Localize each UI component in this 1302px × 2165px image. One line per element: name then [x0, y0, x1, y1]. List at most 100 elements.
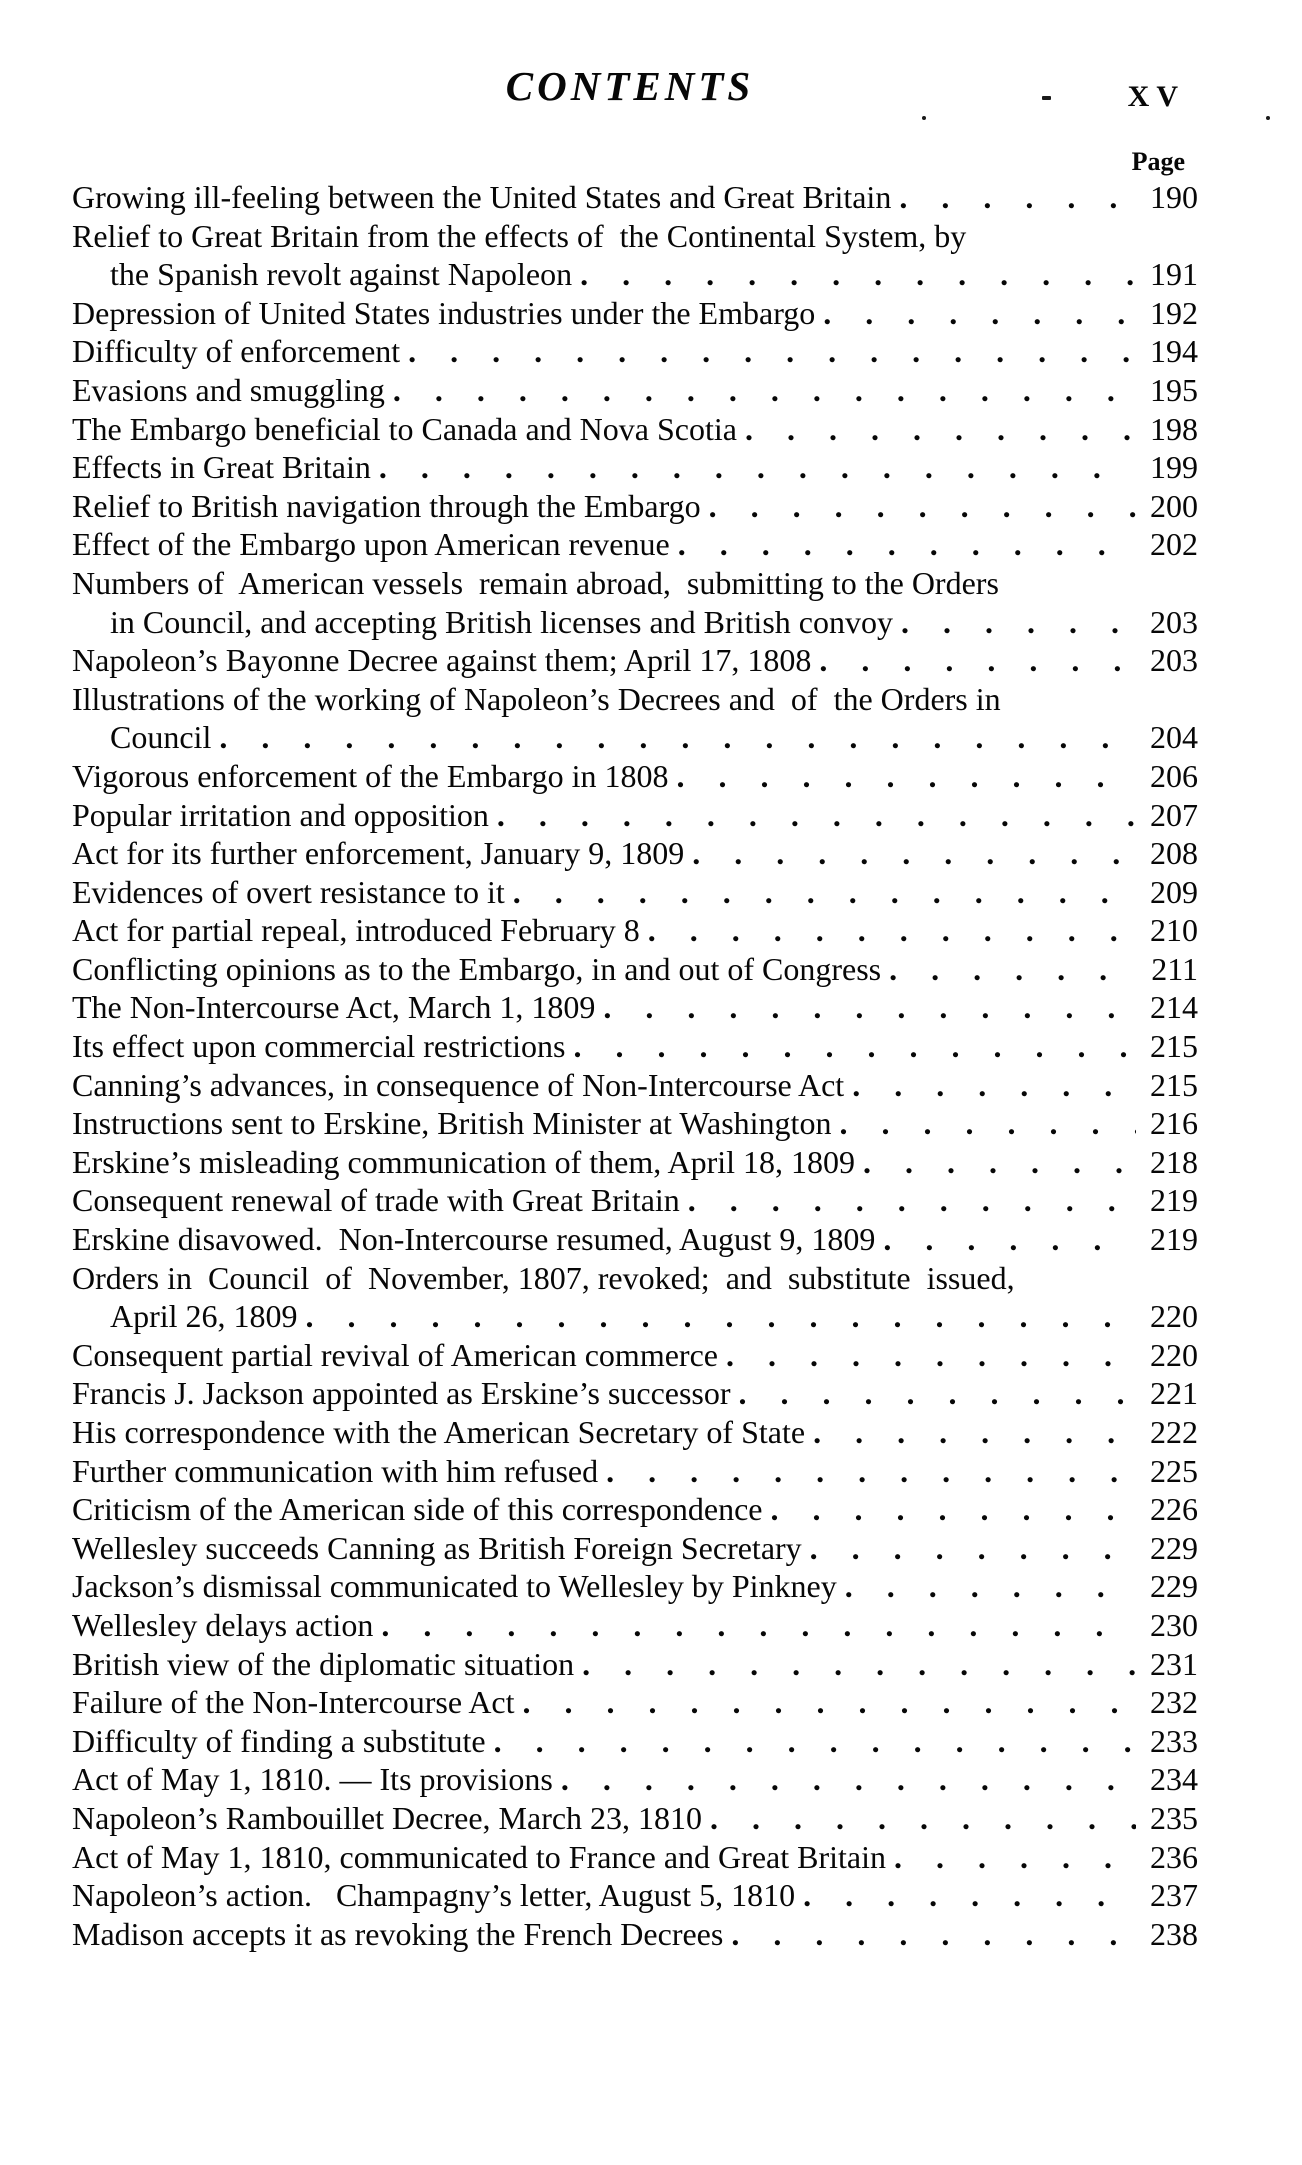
toc-entry-text: Numbers of American vessels remain abroa…: [72, 564, 999, 601]
toc-entry-text: His correspondence with the American Sec…: [72, 1414, 806, 1450]
dot-leader: [678, 525, 1136, 564]
toc-entry-text: Depression of United States industries u…: [72, 294, 816, 331]
toc-entry: Napoleon’s action. Champagny’s letter, A…: [72, 1876, 1198, 1915]
toc-entry: His correspondence with the American Sec…: [72, 1413, 1198, 1452]
toc-entry: Effect of the Embargo upon American reve…: [72, 525, 1198, 564]
toc-entry-text: the Spanish revolt against Napoleon: [110, 256, 573, 293]
toc-entry: Instructions sent to Erskine, British Mi…: [72, 1104, 1198, 1143]
toc-entry-text: The Non-Intercourse Act, March 1, 1809: [72, 989, 596, 1026]
toc-entry-text: Vigorous enforcement of the Embargo in 1…: [72, 757, 669, 794]
toc-entry-page: 235: [1150, 1799, 1198, 1836]
toc-list: Growing ill-feeling between the United S…: [72, 178, 1198, 1953]
dot-leader: [710, 1799, 1136, 1838]
toc-entry: Its effect upon commercial restrictions …: [72, 1027, 1198, 1066]
dot-leader: [494, 1722, 1136, 1761]
dot-leader: [739, 1374, 1136, 1413]
toc-entry: Act for partial repeal, introduced Febru…: [72, 911, 1198, 950]
toc-entry-text: Popular irritation and opposition: [72, 796, 489, 833]
folio-roman-numeral: XV: [1127, 80, 1185, 113]
toc-entry: Jackson’s dismissal communicated to Well…: [72, 1567, 1198, 1606]
toc-entry-text: April 26, 1809: [110, 1298, 298, 1335]
toc-entry-text: Relief to Great Britain from the effects…: [72, 217, 967, 254]
toc-entry-text: Conflicting opinions as to the Embargo, …: [72, 950, 882, 987]
toc-entry-text: Francis J. Jackson appointed as Erskine’…: [72, 1375, 731, 1412]
scan-speck: [922, 116, 926, 120]
toc-entry-page: 209: [1150, 873, 1198, 910]
dot-leader: [688, 1181, 1136, 1220]
toc-entry-text: Erskine’s misleading communication of th…: [72, 1143, 855, 1180]
toc-entry: Conflicting opinions as to the Embargo, …: [72, 950, 1198, 989]
dot-leader: [408, 332, 1136, 371]
toc-entry-text: Evasions and smuggling: [72, 371, 385, 408]
toc-entry-page: 232: [1150, 1684, 1198, 1721]
dot-leader: [810, 1529, 1136, 1568]
dot-leader: [899, 178, 1136, 217]
toc-entry-text: Madison accepts it as revoking the Frenc…: [72, 1915, 724, 1952]
toc-entry-page: 238: [1150, 1915, 1198, 1952]
toc-entry: Erskine disavowed. Non-Intercourse resum…: [72, 1220, 1198, 1259]
dot-leader: [676, 757, 1136, 796]
toc-entry: The Embargo beneficial to Canada and Nov…: [72, 410, 1198, 449]
toc-entry-text: Orders in Council of November, 1807, rev…: [72, 1259, 1015, 1296]
toc-entry-text: Instructions sent to Erskine, British Mi…: [72, 1105, 832, 1142]
dot-leader: [852, 1066, 1136, 1105]
toc-entry: Further communication with him refused 2…: [72, 1452, 1198, 1491]
toc-entry-text: British view of the diplomatic situation: [72, 1645, 575, 1682]
toc-entry: Relief to Great Britain from the effects…: [72, 217, 1198, 256]
toc-entry: Evasions and smuggling 195: [72, 371, 1198, 410]
toc-entry-text: Napoleon’s action. Champagny’s letter, A…: [72, 1877, 796, 1914]
toc-entry: Wellesley succeeds Canning as British Fo…: [72, 1529, 1198, 1568]
toc-entry-text: Act for partial repeal, introduced Febru…: [72, 912, 640, 949]
toc-entry-text: Wellesley succeeds Canning as British Fo…: [72, 1529, 802, 1566]
toc-entry: The Non-Intercourse Act, March 1, 1809 2…: [72, 988, 1198, 1027]
dot-leader: [513, 873, 1136, 912]
toc-entry: Madison accepts it as revoking the Frenc…: [72, 1915, 1198, 1954]
toc-entry-page: 206: [1150, 757, 1198, 794]
toc-entry-page: 229: [1150, 1568, 1198, 1605]
toc-entry: Erskine’s misleading communication of th…: [72, 1143, 1198, 1182]
toc-entry-text: Consequent renewal of trade with Great B…: [72, 1182, 680, 1219]
toc-entry: Wellesley delays action 230: [72, 1606, 1198, 1645]
page-title: CONTENTS: [505, 63, 755, 109]
dot-leader: [883, 1220, 1136, 1259]
toc-entry: Act of May 1, 1810. — Its provisions 234: [72, 1760, 1198, 1799]
dot-leader: [889, 950, 1136, 989]
toc-entry-page: 214: [1150, 989, 1198, 1026]
toc-entry: Popular irritation and opposition 207: [72, 796, 1198, 835]
dot-leader: [770, 1490, 1136, 1529]
dot-leader: [606, 1452, 1136, 1491]
toc-entry: Growing ill-feeling between the United S…: [72, 178, 1198, 217]
toc-entry: Evidences of overt resistance to it 209: [72, 873, 1198, 912]
toc-entry-text: Effects in Great Britain: [72, 449, 371, 486]
toc-entry-page: 204: [1150, 719, 1198, 756]
dot-leader: [580, 255, 1136, 294]
dot-leader: [219, 718, 1136, 757]
toc-entry: Act of May 1, 1810, communicated to Fran…: [72, 1838, 1198, 1877]
toc-entry-page: 230: [1150, 1606, 1198, 1643]
dot-leader: [819, 641, 1136, 680]
toc-entry-text: Growing ill-feeling between the United S…: [72, 179, 892, 215]
toc-entry-page: 219: [1150, 1182, 1198, 1219]
toc-entry: April 26, 1809 220: [72, 1297, 1198, 1336]
dot-leader: [726, 1336, 1136, 1375]
toc-entry: Criticism of the American side of this c…: [72, 1490, 1198, 1529]
toc-entry-text: Failure of the Non-Intercourse Act: [72, 1684, 515, 1721]
toc-entry: Depression of United States industries u…: [72, 294, 1198, 333]
dot-leader: [745, 410, 1136, 449]
toc-entry-page: 222: [1150, 1414, 1198, 1450]
toc-entry-text: Its effect upon commercial restrictions: [72, 1028, 566, 1065]
toc-entry: Orders in Council of November, 1807, rev…: [72, 1259, 1198, 1298]
toc-entry-page: 236: [1150, 1838, 1198, 1875]
toc-entry-text: Act of May 1, 1810, communicated to Fran…: [72, 1838, 886, 1875]
toc-entry-page: 190: [1150, 179, 1198, 215]
toc-entry: Consequent renewal of trade with Great B…: [72, 1181, 1198, 1220]
toc-entry-page: 191: [1150, 256, 1198, 293]
toc-entry: Illustrations of the working of Napoleon…: [72, 680, 1198, 719]
dot-leader: [573, 1027, 1136, 1066]
toc-entry-page: 203: [1150, 603, 1198, 640]
dot-leader: [379, 448, 1136, 487]
toc-entry-page: 208: [1150, 835, 1198, 872]
toc-entry: Vigorous enforcement of the Embargo in 1…: [72, 757, 1198, 796]
toc-entry-text: Consequent partial revival of American c…: [72, 1336, 718, 1373]
toc-entry-text: Council: [110, 719, 212, 756]
